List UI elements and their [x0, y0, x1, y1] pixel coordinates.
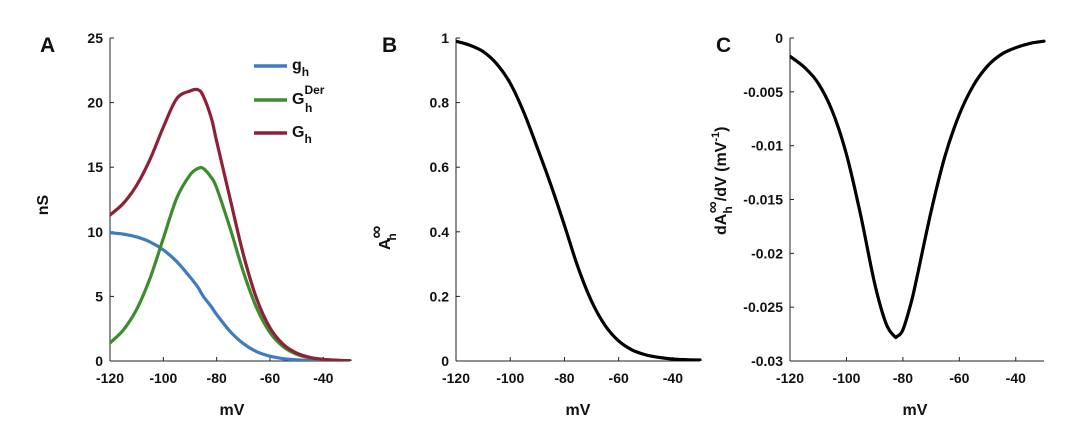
legend-Gh-sub: h	[304, 132, 311, 146]
legend-item-ghder: GDer h	[254, 83, 325, 115]
x-tick-label: -60	[260, 370, 280, 386]
y-tick-label: -0.01	[751, 138, 783, 154]
legend-Gh-main: G	[292, 124, 304, 141]
y-tick-label: 0	[775, 30, 783, 46]
y-tick-label: 25	[87, 30, 103, 46]
y-tick-label: 20	[87, 95, 103, 111]
y-tick-label: 0.8	[430, 95, 450, 111]
panel-c-letter: C	[716, 34, 731, 57]
panel-c-xlabel: mV	[903, 402, 928, 419]
y-tick-label: 0	[441, 353, 449, 369]
panel-b: B -120 -100 -80 -60 -40 0 0.2 0.4 0.6 0.8 1 mV A∞h	[366, 30, 702, 419]
x-tick-label: -60	[609, 370, 629, 386]
y-tick-label: 0	[95, 353, 103, 369]
panel-c-ylabel-sup: ∞	[703, 201, 722, 213]
panel-b-ylabel-sup: ∞	[366, 225, 386, 238]
panel-b-ylabel-sub: h	[385, 233, 399, 240]
legend-item-Gh: Gh	[254, 124, 312, 146]
panel-c-ylabel-post: /dV (mV	[713, 141, 730, 201]
series-line-g-h	[110, 87, 352, 361]
x-tick-label: -120	[776, 370, 804, 386]
legend-gh-sub: h	[302, 65, 309, 79]
panel-a-xlabel: mV	[220, 402, 245, 419]
panel-a-ylabel: nS	[35, 194, 52, 215]
panel-b-axes: -120 -100 -80 -60 -40 0 0.2 0.4 0.6 0.8 1	[430, 30, 700, 386]
y-tick-label: 0.2	[430, 288, 450, 304]
x-tick-label: -40	[313, 370, 333, 386]
panel-b-letter: B	[382, 34, 397, 57]
x-tick-label: -80	[554, 370, 574, 386]
legend-label-Gh: Gh	[292, 124, 312, 146]
series-line-da-h-inf-dv	[790, 39, 1046, 340]
x-tick-label: -100	[832, 370, 860, 386]
panel-a-letter: A	[40, 34, 55, 57]
y-tick-label: -0.02	[751, 245, 783, 261]
y-tick-label: -0.005	[743, 84, 783, 100]
panel-c-ylabel-unit-sup: -1	[710, 132, 722, 142]
legend-ghder-sup: Der	[304, 83, 324, 97]
y-tick-label: -0.015	[743, 192, 783, 208]
panel-b-curves	[456, 39, 702, 361]
x-tick-label: -40	[663, 370, 683, 386]
panel-a-legend: gh GDer h Gh	[254, 57, 325, 146]
series-line-a-h-inf	[456, 39, 702, 361]
legend-label-ghder: GDer h	[292, 83, 325, 115]
panel-c: C -120 -100 -80 -60 -40 -0.03 -0.025 -0.02 -0.01…	[703, 30, 1046, 419]
y-tick-label: -0.03	[751, 353, 783, 369]
x-tick-label: -80	[893, 370, 913, 386]
legend-item-gh: gh	[254, 57, 309, 79]
legend-ghder-main: G	[292, 91, 304, 108]
panel-c-curves	[790, 39, 1046, 340]
x-tick-label: -120	[442, 370, 470, 386]
y-tick-label: 0.6	[430, 159, 450, 175]
panel-b-xlabel: mV	[566, 402, 591, 419]
y-tick-label: 5	[95, 288, 103, 304]
panel-b-ylabel: A∞h	[366, 225, 399, 250]
series-line-g-h	[110, 231, 352, 361]
panel-c-ylabel-pre: dA	[713, 213, 730, 235]
y-tick-label: 1	[441, 30, 449, 46]
panel-b-ylabel-main: A	[377, 238, 394, 250]
legend-label-gh: gh	[292, 57, 309, 79]
x-tick-label: -100	[149, 370, 177, 386]
panel-a-axes: -120 -100 -80 -60 -40 0 5 10 15 20 25	[87, 30, 350, 386]
panel-c-ylabel-end: )	[713, 127, 730, 132]
y-tick-label: 15	[87, 159, 103, 175]
legend-gh-main: g	[292, 57, 302, 74]
x-tick-label: -60	[949, 370, 969, 386]
legend-ghder-sub: h	[305, 101, 312, 115]
panel-c-ylabel-sub: h	[721, 206, 735, 213]
y-tick-label: 0.4	[430, 224, 450, 240]
x-tick-label: -100	[496, 370, 524, 386]
x-tick-label: -120	[96, 370, 124, 386]
y-tick-label: 10	[87, 224, 103, 240]
panel-c-ylabel: dAh∞/dV (mV-1)	[703, 127, 735, 235]
x-tick-label: -40	[1006, 370, 1026, 386]
panel-c-axes: -120 -100 -80 -60 -40 -0.03 -0.025 -0.02 -0.015 -…	[743, 30, 1044, 386]
y-tick-label: -0.025	[743, 299, 783, 315]
x-tick-label: -80	[207, 370, 227, 386]
panel-a-curves	[110, 87, 352, 361]
